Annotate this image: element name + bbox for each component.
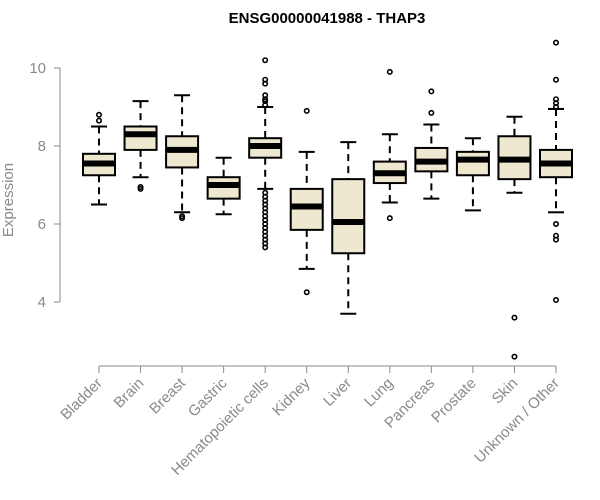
box-lung <box>372 68 407 222</box>
outlier-point <box>96 111 103 118</box>
box-bladder <box>82 111 116 206</box>
box-pancreas <box>414 88 449 200</box>
outlier-point <box>262 92 269 99</box>
outlier-point <box>262 76 269 83</box>
outlier-point <box>511 314 518 321</box>
outlier-point <box>262 57 269 64</box>
outlier-point <box>552 96 559 103</box>
y-tick-label: 4 <box>38 294 46 311</box>
box-iqr <box>123 125 158 151</box>
outlier-point <box>428 109 435 116</box>
y-tick-label: 6 <box>38 216 46 233</box>
box-prostate <box>455 137 490 212</box>
box-kidney <box>289 107 324 296</box>
x-tick-label: Prostate <box>428 375 480 427</box>
outlier-point <box>386 215 393 222</box>
outlier-point <box>386 68 393 75</box>
x-tick-label: Lung <box>361 375 397 411</box>
boxes-group <box>82 39 573 360</box>
chart-title: ENSG00000041988 - THAP3 <box>229 10 426 27</box>
box-iqr <box>331 178 366 255</box>
outlier-point <box>428 88 435 95</box>
box-skin <box>497 115 532 360</box>
box-hematopoietic-cells <box>248 57 283 251</box>
x-tick-label: Breast <box>146 374 189 417</box>
outlier-point <box>303 107 310 114</box>
box-brain <box>123 100 158 192</box>
y-axis-label: Expression <box>0 163 17 237</box>
outlier-point <box>552 232 559 239</box>
box-liver <box>331 141 366 315</box>
box-gastric <box>206 156 241 216</box>
outlier-point <box>262 189 269 196</box>
outlier-point <box>96 117 103 124</box>
axes-group: 4 6 8 10 <box>29 60 557 373</box>
outlier-point <box>137 183 144 190</box>
outlier-point <box>552 39 559 46</box>
box-breast <box>165 94 200 222</box>
x-tick-label: Skin <box>489 375 522 408</box>
y-tick-label: 8 <box>38 138 46 155</box>
outlier-point <box>552 221 559 228</box>
outlier-point <box>179 213 186 220</box>
x-tick-label: Liver <box>320 375 355 410</box>
outlier-point <box>552 297 559 304</box>
y-tick-label: 10 <box>29 60 46 77</box>
x-tick-label: Brain <box>111 375 148 412</box>
x-tick-label: Bladder <box>57 375 106 424</box>
x-tick-label: Kidney <box>269 374 314 419</box>
outlier-point <box>511 353 518 360</box>
outlier-point <box>552 76 559 83</box>
box-unknown-other <box>539 39 573 304</box>
outlier-point <box>303 289 310 296</box>
box-iqr <box>455 150 490 177</box>
